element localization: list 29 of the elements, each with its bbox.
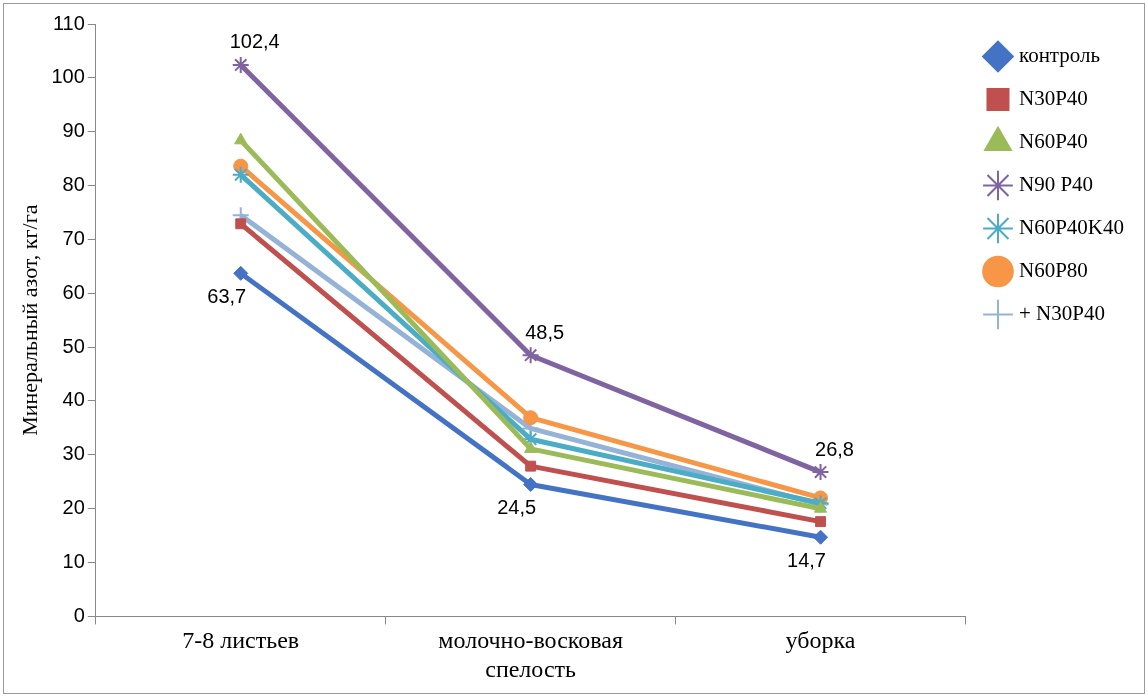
y-tick-label: 100	[51, 65, 85, 88]
legend-label: N60P80	[1018, 258, 1088, 283]
y-tick-label: 50	[62, 334, 85, 357]
legend-label: + N30P40	[1018, 301, 1105, 326]
legend-label: контроль	[1018, 43, 1101, 68]
y-tick-label: 0	[73, 603, 85, 626]
x-tick-label: 7-8 листьев	[182, 627, 300, 654]
y-tick-label: 20	[62, 496, 85, 519]
y-tick-label: 40	[62, 388, 85, 411]
data-label: 102,4	[229, 30, 280, 53]
y-tick-label: 10	[62, 550, 85, 573]
x-tick-label: молочно-восковая спелость	[438, 627, 623, 682]
x-tick-label: уборка	[785, 627, 856, 654]
y-axis-title: Минеральный азот, кг/га	[16, 204, 42, 436]
legend-label: N30P40	[1018, 86, 1088, 111]
data-label: 24,5	[497, 495, 537, 518]
data-label: 63,7	[207, 284, 247, 307]
data-label: 26,8	[815, 437, 855, 460]
data-label: 48,5	[525, 320, 565, 343]
y-tick-label: 60	[62, 280, 85, 303]
y-tick-label: 80	[62, 173, 85, 196]
legend-label: N60P40K40	[1018, 215, 1125, 240]
y-tick-label: 30	[62, 442, 85, 465]
legend-label: N60P40	[1018, 129, 1088, 154]
data-label: 14,7	[787, 548, 827, 571]
y-tick-label: 90	[62, 119, 85, 142]
y-tick-label: 70	[62, 226, 85, 249]
legend-label: N90 P40	[1018, 172, 1094, 197]
y-tick-label: 110	[52, 11, 85, 34]
